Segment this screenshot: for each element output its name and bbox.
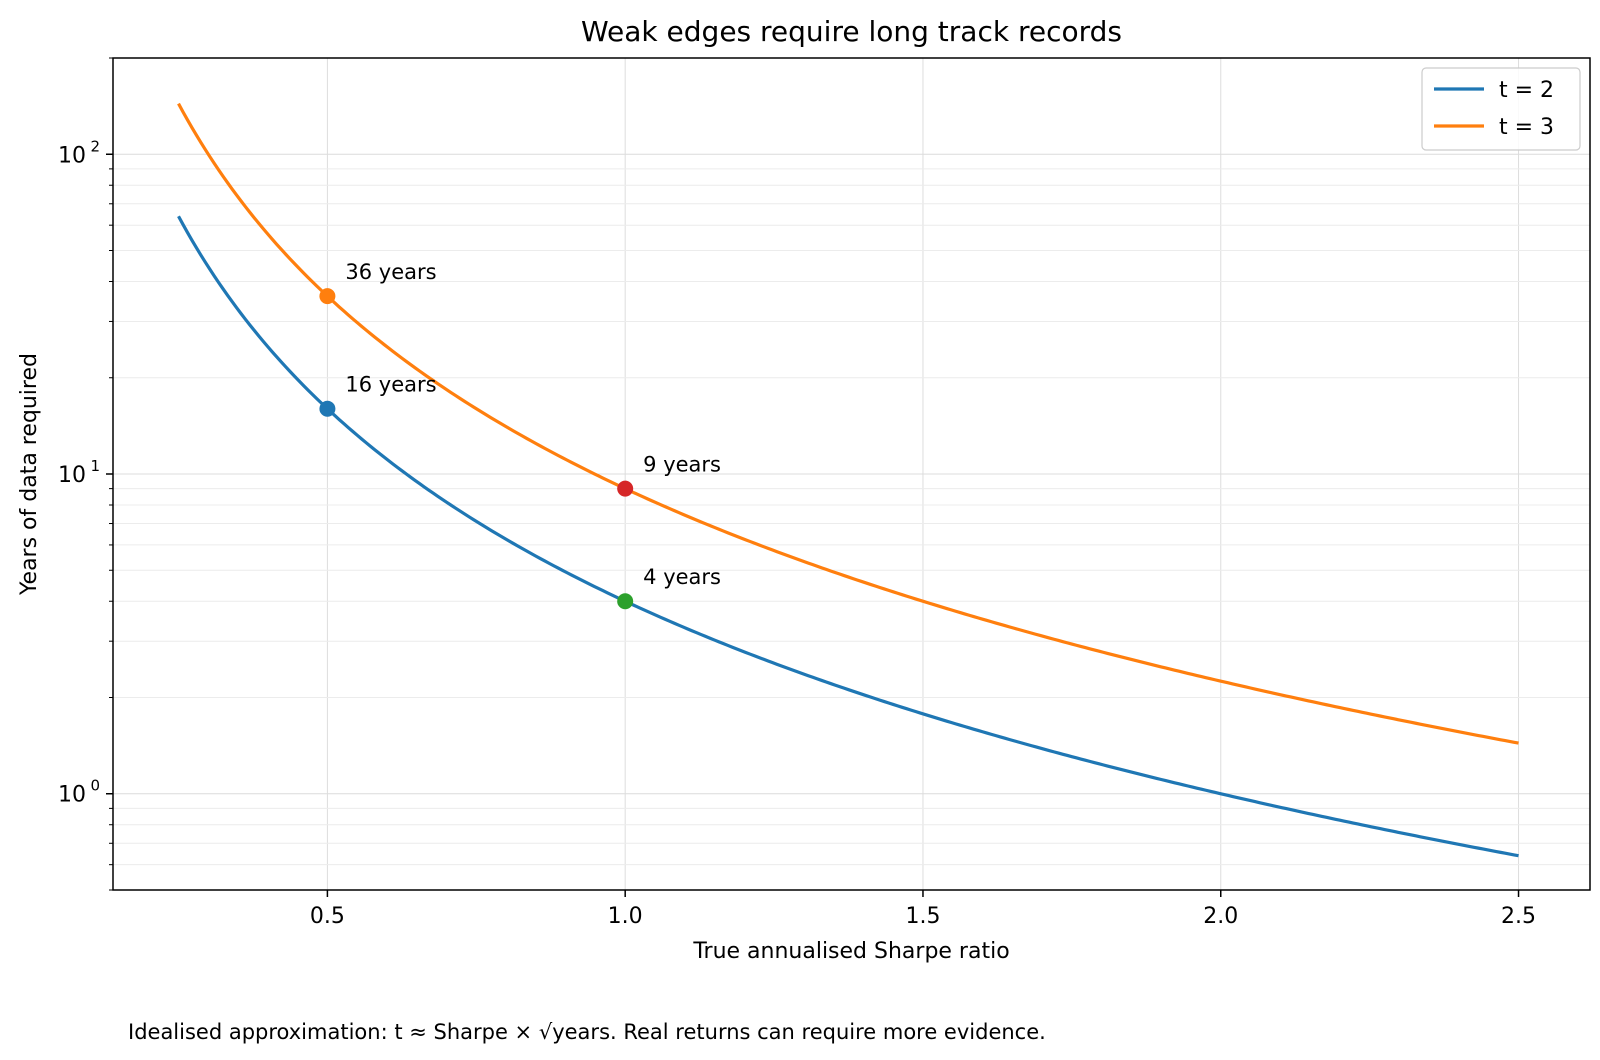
marker-point	[617, 480, 634, 497]
y-axis-label: Years of data required	[17, 353, 42, 596]
y-tick-label: 10	[58, 783, 86, 808]
chart-caption: Idealised approximation: t ≈ Sharpe × √y…	[128, 1020, 1046, 1044]
marker-label: 4 years	[643, 565, 721, 589]
x-tick-label: 1.0	[608, 904, 643, 929]
marker-label: 9 years	[643, 453, 721, 477]
chart-title: Weak edges require long track records	[581, 15, 1122, 48]
y-tick-exponent: 0	[90, 777, 100, 795]
grid	[113, 57, 1590, 891]
x-axis-label: True annualised Sharpe ratio	[692, 939, 1009, 964]
marker-label: 36 years	[345, 260, 436, 284]
x-tick-label: 2.5	[1501, 904, 1536, 929]
y-tick-exponent: 1	[90, 457, 100, 475]
marker-point	[617, 593, 634, 610]
y-tick-label: 10	[58, 143, 86, 168]
y-tick-label: 10	[58, 463, 86, 488]
series-line	[177, 102, 1519, 745]
marker-label: 16 years	[345, 373, 436, 397]
y-tick-exponent: 2	[90, 137, 100, 155]
x-tick-label: 0.5	[310, 904, 345, 929]
x-tick-label: 2.0	[1203, 904, 1238, 929]
series-line	[177, 215, 1519, 858]
marker-point	[319, 288, 336, 305]
legend-label: t = 3	[1499, 115, 1554, 140]
marker-point	[319, 400, 336, 417]
legend-label: t = 2	[1499, 78, 1554, 103]
x-tick-label: 1.5	[905, 904, 940, 929]
legend: t = 2 t = 3	[1421, 67, 1581, 151]
